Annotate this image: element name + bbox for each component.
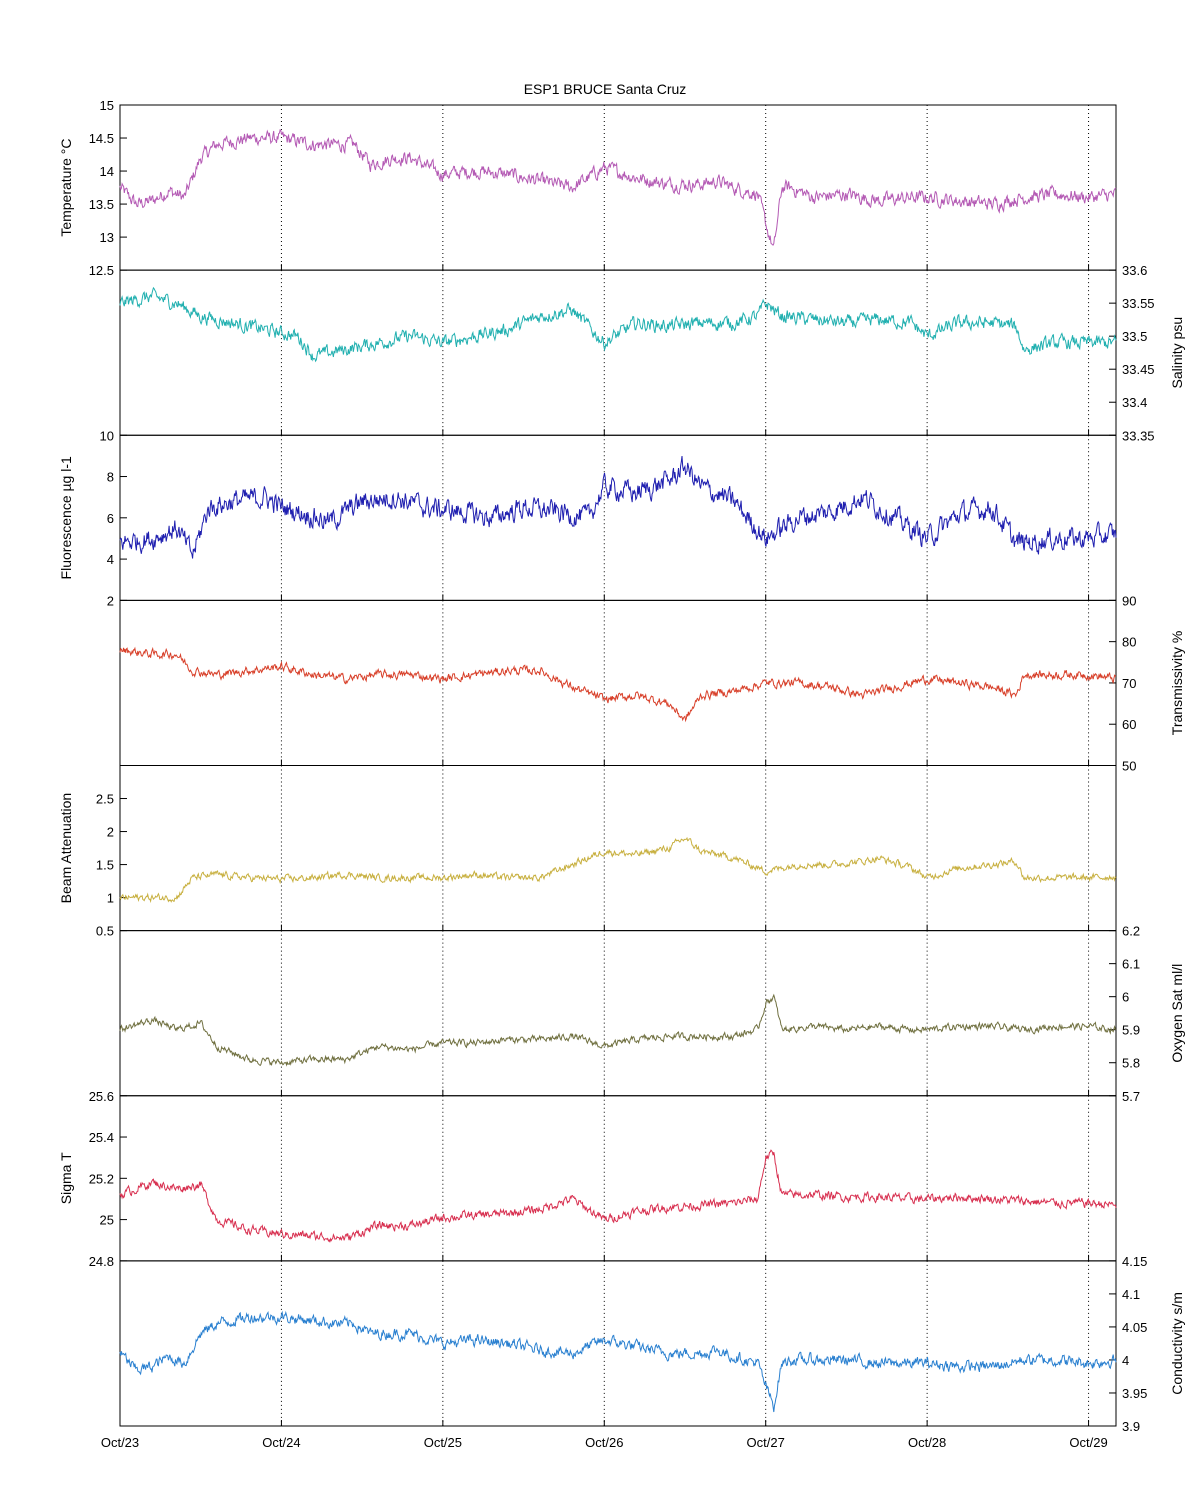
y-tick-label: 2 (107, 825, 114, 840)
y-tick-label: 5.8 (1122, 1056, 1140, 1071)
x-tick-label: Oct/28 (908, 1435, 946, 1450)
y-tick-label: 0.5 (96, 924, 114, 939)
y-tick-label: 6 (1122, 990, 1129, 1005)
panel-fluorescence: 2 4 6 8 10 Fluorescence µg l-1 (58, 428, 1117, 608)
y-axis-label: Oxygen Sat ml/l (1169, 964, 1185, 1063)
x-tick-label: Oct/24 (262, 1435, 300, 1450)
series-line-conductivity (119, 1310, 1117, 1413)
y-axis-label: Temperature °C (58, 138, 74, 236)
x-tick-label: Oct/23 (101, 1435, 139, 1450)
y-tick-label: 5.9 (1122, 1023, 1140, 1038)
y-tick-label: 4.15 (1122, 1254, 1147, 1269)
panel-sigma_t: 24.8 25 25.2 25.4 25.6 Sigma T (58, 1089, 1117, 1269)
y-tick-label: 33.4 (1122, 395, 1147, 410)
y-tick-label: 3.95 (1122, 1386, 1147, 1401)
y-tick-label: 90 (1122, 593, 1136, 608)
y-tick-label: 24.8 (89, 1254, 114, 1269)
y-tick-label: 14 (100, 164, 114, 179)
y-tick-label: 25 (100, 1213, 114, 1228)
y-tick-label: 33.35 (1122, 428, 1155, 443)
y-tick-label: 4 (107, 552, 114, 567)
y-tick-label: 1 (107, 891, 114, 906)
y-tick-label: 60 (1122, 717, 1136, 732)
y-tick-label: 2.5 (96, 792, 114, 807)
y-tick-label: 3.9 (1122, 1419, 1140, 1434)
y-axis-label: Transmissivity % (1169, 631, 1185, 736)
y-tick-label: 13.5 (89, 197, 114, 212)
y-tick-label: 2 (107, 593, 114, 608)
series-line-beam_attenuation (119, 836, 1117, 904)
y-tick-label: 4 (1122, 1353, 1129, 1368)
series-line-fluorescence (119, 455, 1117, 559)
x-tick-label: Oct/27 (747, 1435, 785, 1450)
series-line-sigma_t (119, 1149, 1117, 1243)
y-tick-label: 70 (1122, 676, 1136, 691)
y-tick-label: 4.1 (1122, 1287, 1140, 1302)
y-tick-label: 6.2 (1122, 924, 1140, 939)
y-tick-label: 25.6 (89, 1089, 114, 1104)
y-tick-label: 33.55 (1122, 296, 1155, 311)
y-tick-label: 15 (100, 98, 114, 113)
y-tick-label: 12.5 (89, 263, 114, 278)
y-tick-label: 33.5 (1122, 329, 1147, 344)
y-tick-label: 50 (1122, 759, 1136, 774)
y-tick-label: 33.6 (1122, 263, 1147, 278)
y-tick-label: 25.2 (89, 1171, 114, 1186)
y-tick-label: 1.5 (96, 858, 114, 873)
x-tick-label: Oct/25 (424, 1435, 462, 1450)
y-tick-label: 25.4 (89, 1130, 114, 1145)
series-line-temperature (119, 129, 1117, 246)
axes-box (119, 1260, 1117, 1427)
x-tick-label: Oct/29 (1069, 1435, 1107, 1450)
y-axis-label: Salinity psu (1169, 317, 1185, 389)
panel-conductivity: 3.9 3.95 4 4.05 4.1 4.15 Conductivity s/m (119, 1254, 1185, 1434)
y-tick-label: 6.1 (1122, 957, 1140, 972)
series-line-oxygen_sat (119, 993, 1117, 1067)
y-tick-label: 5.7 (1122, 1089, 1140, 1104)
y-tick-label: 4.05 (1122, 1320, 1147, 1335)
y-tick-label: 33.45 (1122, 362, 1155, 377)
y-tick-label: 80 (1122, 635, 1136, 650)
series-line-salinity (119, 286, 1117, 363)
series-line-transmissivity (119, 646, 1117, 723)
y-tick-label: 6 (107, 511, 114, 526)
y-axis-label: Beam Attenuation (58, 793, 74, 904)
y-axis-label: Fluorescence µg l-1 (58, 456, 74, 579)
y-axis-label: Sigma T (58, 1152, 74, 1204)
chart-title: ESP1 BRUCE Santa Cruz (524, 81, 687, 97)
y-axis-label: Conductivity s/m (1169, 1292, 1185, 1395)
y-tick-label: 10 (100, 428, 114, 443)
x-tick-label: Oct/26 (585, 1435, 623, 1450)
y-tick-label: 8 (107, 470, 114, 485)
y-tick-label: 13 (100, 230, 114, 245)
y-tick-label: 14.5 (89, 131, 114, 146)
